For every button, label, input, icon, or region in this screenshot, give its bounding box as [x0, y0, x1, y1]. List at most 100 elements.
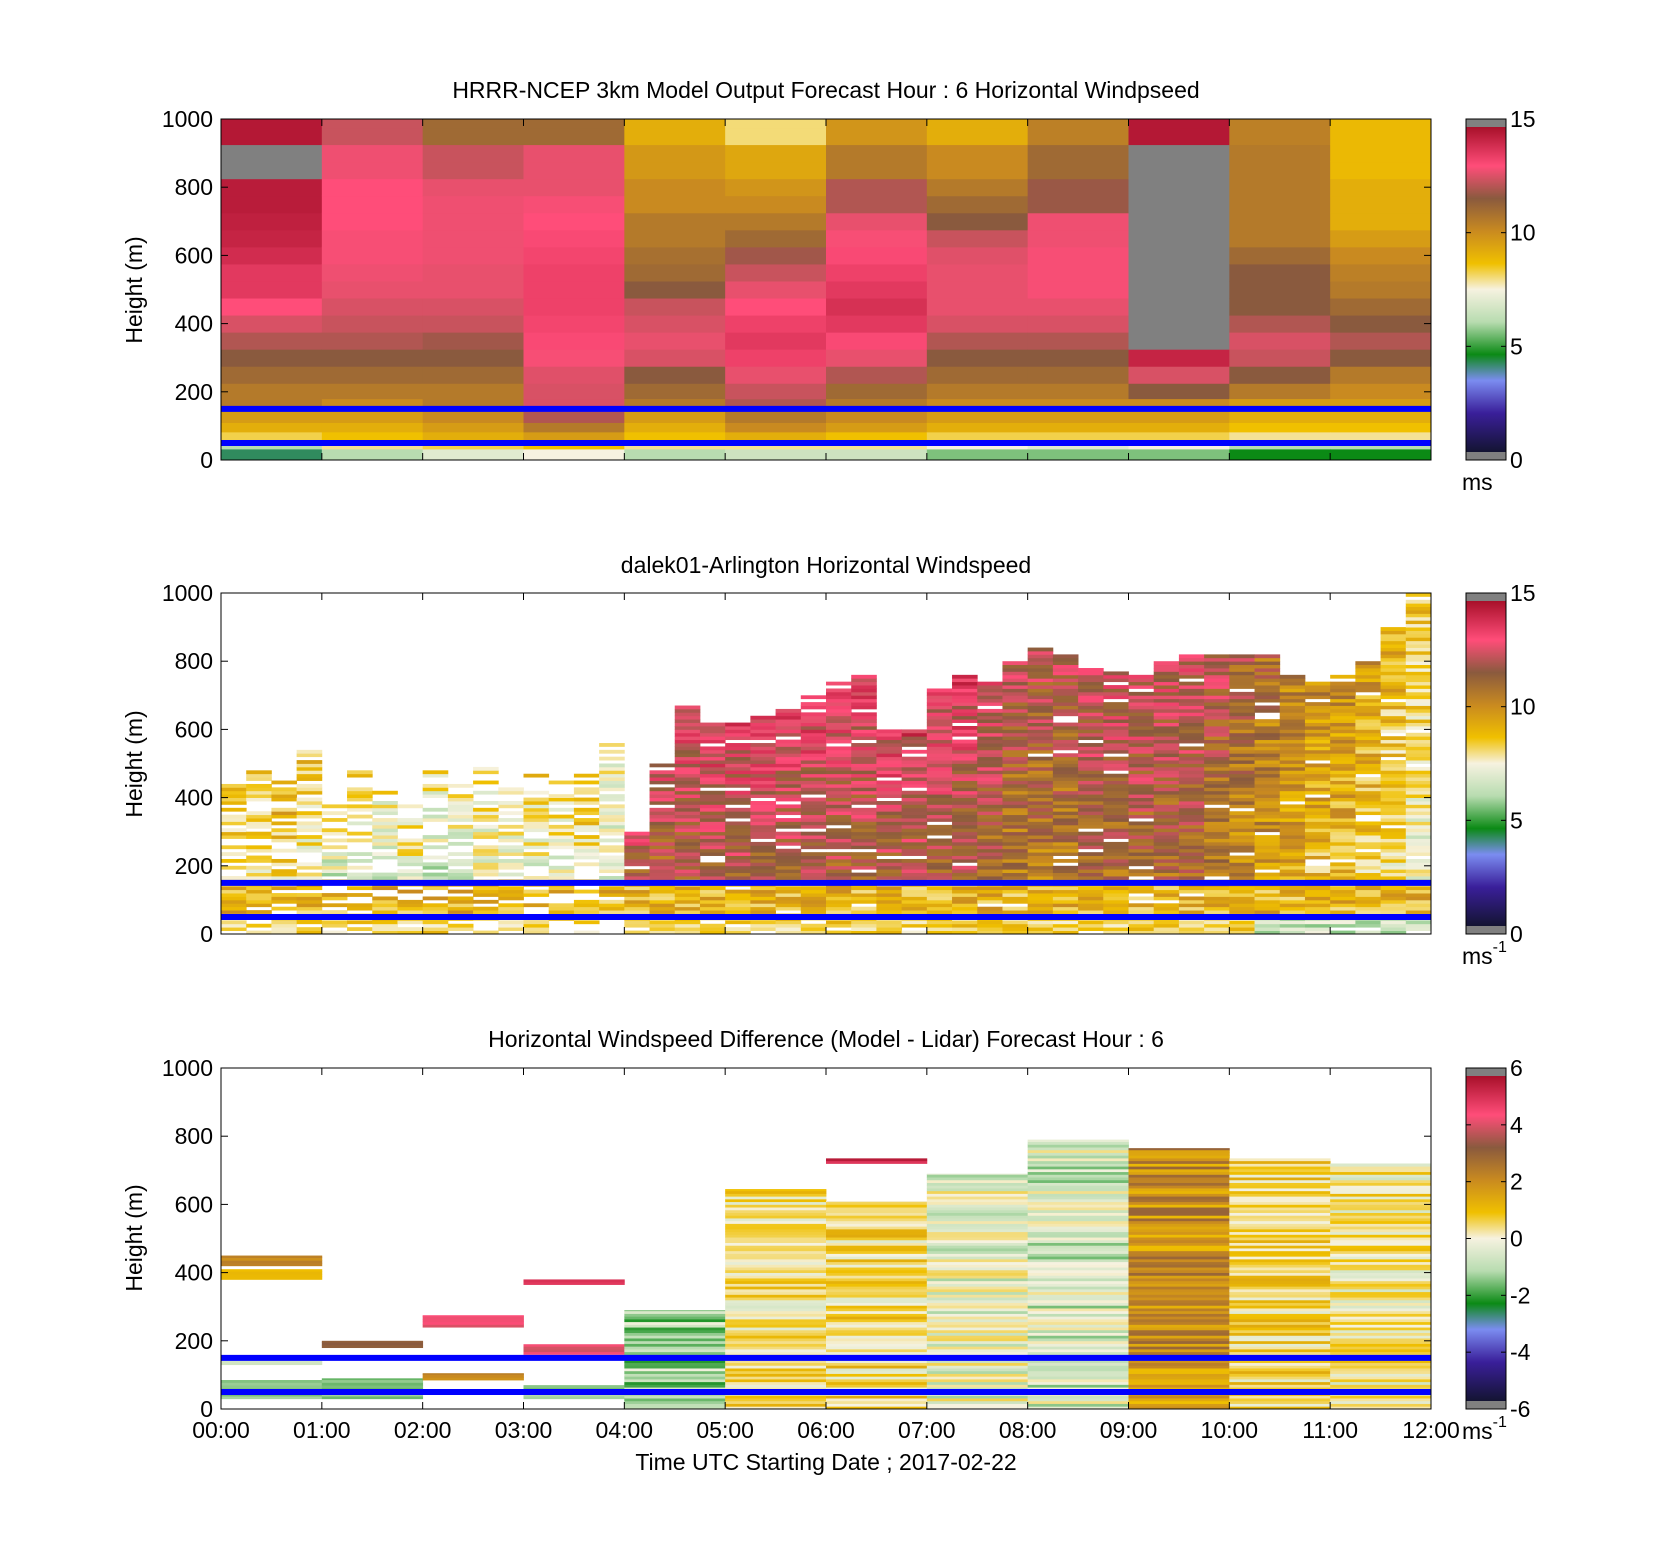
- lidar-cell: [1178, 708, 1205, 713]
- lidar-cell: [851, 821, 877, 826]
- difference-cell: [1330, 1163, 1431, 1167]
- lidar-cell: [649, 858, 676, 863]
- lidar-cell: [1254, 848, 1281, 853]
- difference-cell: [725, 1318, 827, 1323]
- lidar-cell: [1330, 855, 1356, 860]
- lidar-cell: [397, 848, 424, 853]
- lidar-cell: [1204, 746, 1230, 751]
- model-cell: [422, 212, 524, 231]
- lidar-cell: [775, 783, 802, 788]
- lidar-cell: [699, 876, 726, 880]
- x-tick-label: 00:00: [192, 1417, 250, 1443]
- lidar-cell: [699, 896, 726, 901]
- lidar-cell: [851, 743, 877, 747]
- lidar-cell: [246, 889, 272, 894]
- lidar-cell: [1380, 893, 1407, 897]
- lidar-cell: [498, 848, 524, 853]
- lidar-cell: [1128, 743, 1155, 747]
- difference-cell: [1027, 1329, 1129, 1334]
- lidar-cell: [826, 770, 852, 775]
- lidar-cell: [296, 790, 323, 795]
- lidar-cell: [1330, 732, 1356, 737]
- lidar-cell: [271, 807, 298, 812]
- lidar-cell: [1002, 712, 1029, 717]
- lidar-cell: [1002, 848, 1029, 853]
- lidar-cell: [1027, 732, 1054, 737]
- lidar-cell: [1229, 893, 1255, 897]
- lidar-cell: [851, 811, 877, 816]
- lidar-cell: [725, 777, 751, 781]
- lidar-cell: [1405, 736, 1431, 741]
- lidar-cell: [1355, 664, 1381, 669]
- lidar-cell: [952, 835, 978, 839]
- lidar-cell: [826, 896, 852, 901]
- lidar-cell: [699, 746, 726, 751]
- lidar-cell: [1002, 722, 1029, 727]
- lidar-cell: [1380, 688, 1407, 693]
- lidar-cell: [826, 889, 852, 894]
- difference-cell: [1229, 1201, 1331, 1205]
- lidar-cell: [876, 876, 903, 880]
- lidar-cell: [1128, 702, 1155, 706]
- lidar-cell: [296, 930, 323, 934]
- lidar-cell: [1103, 691, 1129, 696]
- lidar-cell: [1128, 749, 1155, 754]
- lidar-cell: [1304, 797, 1331, 802]
- difference-cell: [1128, 1248, 1230, 1252]
- lidar-cell: [800, 797, 827, 802]
- difference-cell: [826, 1343, 928, 1347]
- lidar-cell: [1078, 674, 1104, 679]
- lidar-cell: [926, 698, 953, 703]
- lidar-cell: [296, 766, 323, 771]
- lidar-cell: [1128, 783, 1155, 788]
- lidar-cell: [674, 729, 701, 734]
- lidar-cell: [826, 715, 852, 720]
- lidar-cell: [1027, 661, 1054, 666]
- lidar-cell: [1027, 783, 1054, 788]
- difference-cell: [1229, 1245, 1331, 1249]
- lidar-cell: [1380, 862, 1407, 867]
- difference-cell: [725, 1201, 827, 1205]
- lidar-cell: [347, 838, 373, 843]
- lidar-cell: [1380, 804, 1407, 809]
- difference-cell: [1128, 1278, 1230, 1282]
- difference-cell: [1027, 1288, 1129, 1293]
- lidar-cell: [901, 862, 928, 867]
- lidar-cell: [1279, 804, 1306, 809]
- lidar-cell: [674, 770, 701, 775]
- lidar-cell: [1178, 835, 1205, 839]
- lidar-cell: [1052, 705, 1079, 710]
- lidar-cell: [1052, 841, 1079, 846]
- lidar-cell: [1052, 920, 1079, 925]
- lidar-cell: [1078, 743, 1104, 747]
- lidar-cell: [1330, 886, 1356, 891]
- lidar-cell: [1078, 852, 1104, 856]
- lidar-cell: [1103, 678, 1129, 683]
- difference-cell: [1128, 1329, 1230, 1334]
- lidar-cell: [1279, 681, 1306, 686]
- lidar-cell: [1027, 930, 1054, 934]
- difference-cell: [1229, 1373, 1331, 1377]
- model-cell: [826, 280, 928, 299]
- model-cell: [523, 127, 625, 146]
- lidar-cell: [1178, 654, 1205, 659]
- difference-cell: [1330, 1218, 1431, 1222]
- lidar-cell: [725, 749, 751, 754]
- lidar-cell: [926, 736, 953, 741]
- difference-cell: [1229, 1250, 1331, 1254]
- lidar-cell: [599, 862, 625, 867]
- difference-cell: [1330, 1242, 1431, 1246]
- lidar-cell: [1405, 770, 1431, 775]
- lidar-cell: [725, 763, 751, 768]
- panel-lidar-x-ticks: [220, 593, 1432, 934]
- lidar-cell: [221, 920, 247, 925]
- difference-cell: [1229, 1163, 1331, 1167]
- lidar-cell: [1254, 930, 1281, 934]
- lidar-cell: [1052, 876, 1079, 880]
- lidar-cell: [1330, 736, 1356, 741]
- lidar-cell: [1330, 698, 1356, 703]
- difference-cell: [926, 1365, 1029, 1369]
- difference-cell: [1128, 1196, 1230, 1200]
- lidar-cell: [473, 930, 499, 934]
- lidar-cell: [876, 828, 903, 833]
